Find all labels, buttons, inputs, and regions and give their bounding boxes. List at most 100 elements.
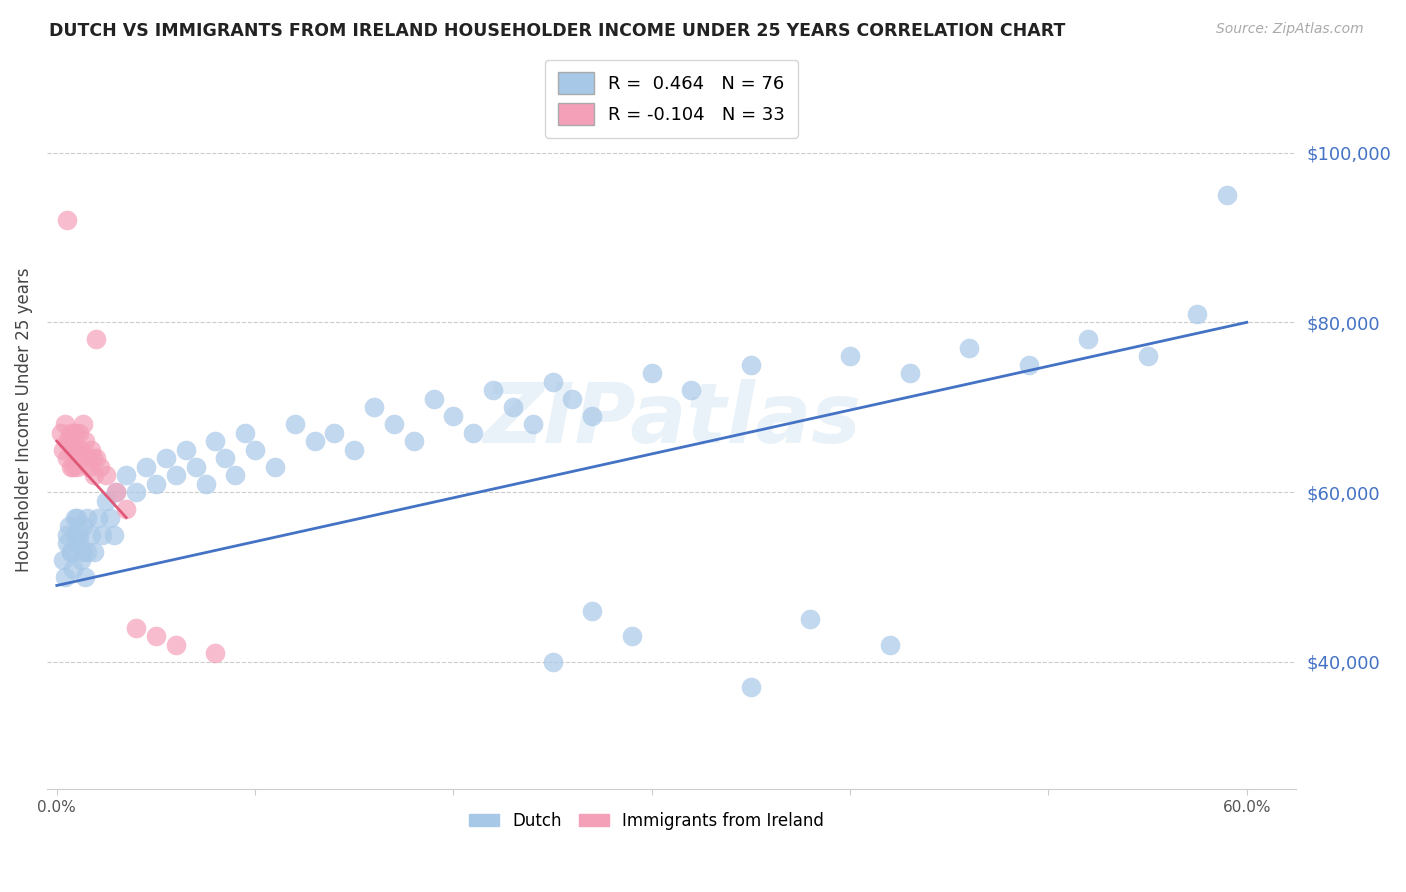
Point bbox=[79, 442, 101, 457]
Point bbox=[243, 442, 266, 457]
Point bbox=[443, 409, 465, 423]
Point bbox=[83, 468, 105, 483]
Point bbox=[69, 553, 91, 567]
Point bbox=[463, 425, 485, 440]
Point bbox=[67, 536, 90, 550]
Point bbox=[79, 527, 101, 541]
Point bbox=[55, 536, 77, 550]
Point bbox=[1187, 307, 1209, 321]
Point bbox=[422, 392, 444, 406]
Point bbox=[66, 459, 89, 474]
Point bbox=[76, 451, 98, 466]
Point bbox=[620, 629, 643, 643]
Point bbox=[382, 417, 405, 432]
Point bbox=[59, 544, 82, 558]
Point bbox=[799, 612, 821, 626]
Point bbox=[69, 442, 91, 457]
Point bbox=[1077, 332, 1099, 346]
Point bbox=[91, 527, 114, 541]
Point bbox=[105, 485, 128, 500]
Point bbox=[96, 493, 118, 508]
Point bbox=[72, 544, 94, 558]
Point bbox=[402, 434, 425, 449]
Point bbox=[1136, 349, 1159, 363]
Point bbox=[145, 629, 167, 643]
Point bbox=[83, 544, 105, 558]
Point bbox=[264, 459, 287, 474]
Point bbox=[145, 476, 167, 491]
Point bbox=[89, 459, 111, 474]
Point bbox=[174, 442, 197, 457]
Point bbox=[73, 570, 96, 584]
Point bbox=[541, 655, 564, 669]
Point bbox=[72, 519, 94, 533]
Point bbox=[541, 375, 564, 389]
Point bbox=[115, 502, 138, 516]
Point bbox=[59, 425, 82, 440]
Point bbox=[87, 510, 110, 524]
Point bbox=[63, 425, 86, 440]
Point bbox=[98, 510, 121, 524]
Point bbox=[957, 341, 980, 355]
Point bbox=[55, 451, 77, 466]
Point bbox=[63, 527, 86, 541]
Point bbox=[55, 434, 77, 449]
Point bbox=[740, 358, 762, 372]
Point bbox=[52, 553, 75, 567]
Point bbox=[224, 468, 246, 483]
Point bbox=[55, 527, 77, 541]
Point bbox=[363, 401, 385, 415]
Point bbox=[740, 681, 762, 695]
Point bbox=[77, 459, 100, 474]
Point bbox=[53, 417, 76, 432]
Point bbox=[214, 451, 236, 466]
Point bbox=[165, 638, 187, 652]
Point bbox=[86, 332, 108, 346]
Point bbox=[58, 434, 80, 449]
Point bbox=[58, 519, 80, 533]
Legend: Dutch, Immigrants from Ireland: Dutch, Immigrants from Ireland bbox=[463, 805, 831, 837]
Point bbox=[155, 451, 177, 466]
Point bbox=[184, 459, 207, 474]
Point bbox=[55, 213, 77, 227]
Point bbox=[898, 366, 921, 380]
Point bbox=[204, 434, 226, 449]
Point bbox=[66, 442, 89, 457]
Point bbox=[522, 417, 544, 432]
Point bbox=[103, 527, 125, 541]
Text: DUTCH VS IMMIGRANTS FROM IRELAND HOUSEHOLDER INCOME UNDER 25 YEARS CORRELATION C: DUTCH VS IMMIGRANTS FROM IRELAND HOUSEHO… bbox=[49, 22, 1066, 40]
Text: ZIPatlas: ZIPatlas bbox=[482, 379, 860, 460]
Point bbox=[67, 527, 90, 541]
Point bbox=[482, 383, 505, 397]
Point bbox=[59, 544, 82, 558]
Point bbox=[304, 434, 326, 449]
Point bbox=[96, 468, 118, 483]
Point bbox=[63, 510, 86, 524]
Point bbox=[62, 459, 84, 474]
Point bbox=[105, 485, 128, 500]
Point bbox=[879, 638, 901, 652]
Point bbox=[125, 485, 148, 500]
Point bbox=[641, 366, 664, 380]
Point bbox=[125, 621, 148, 635]
Point bbox=[86, 451, 108, 466]
Point bbox=[502, 401, 524, 415]
Point bbox=[1216, 188, 1239, 202]
Point bbox=[76, 510, 98, 524]
Point bbox=[204, 647, 226, 661]
Point bbox=[284, 417, 307, 432]
Point bbox=[62, 561, 84, 575]
Point bbox=[82, 451, 104, 466]
Point bbox=[165, 468, 187, 483]
Point bbox=[49, 425, 72, 440]
Point bbox=[135, 459, 157, 474]
Point bbox=[581, 409, 603, 423]
Text: Source: ZipAtlas.com: Source: ZipAtlas.com bbox=[1216, 22, 1364, 37]
Point bbox=[52, 442, 75, 457]
Point bbox=[233, 425, 256, 440]
Y-axis label: Householder Income Under 25 years: Householder Income Under 25 years bbox=[15, 268, 32, 572]
Point bbox=[67, 425, 90, 440]
Point bbox=[115, 468, 138, 483]
Point bbox=[72, 417, 94, 432]
Point bbox=[62, 442, 84, 457]
